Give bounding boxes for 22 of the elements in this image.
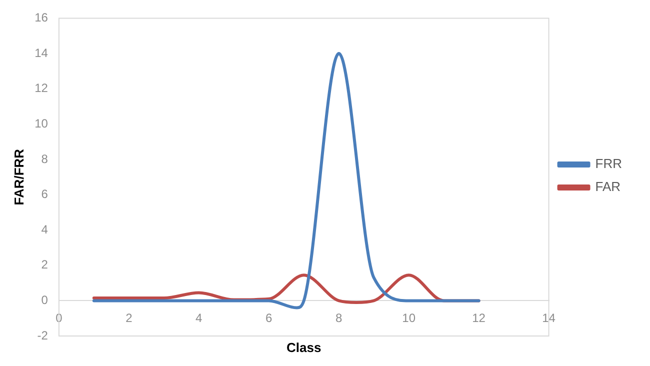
y-tick-label: 14: [34, 46, 48, 60]
x-tick-label: 6: [266, 311, 273, 326]
x-tick-label: 2: [126, 311, 133, 326]
x-tick-label: 12: [472, 311, 486, 326]
y-tick-label: -2: [37, 328, 48, 342]
y-tick-label: 8: [41, 152, 48, 166]
x-tick-label: 14: [542, 311, 556, 326]
x-tick-label: 4: [196, 311, 203, 326]
x-axis-title: Class: [286, 340, 322, 356]
legend-label: FAR: [595, 179, 621, 194]
y-tick-label: 6: [41, 187, 48, 202]
x-tick-label: 8: [336, 311, 343, 326]
y-tick-label: 10: [34, 116, 48, 130]
y-axis-title: FAR/FRR: [11, 148, 26, 206]
x-tick-label: 10: [402, 311, 416, 326]
y-tick-label: 4: [41, 222, 48, 236]
y-tick-label: 12: [34, 81, 48, 96]
legend-label: FRR: [595, 156, 622, 172]
y-tick-label: 2: [41, 258, 48, 272]
y-tick-label: 0: [41, 293, 48, 307]
y-tick-label: 16: [34, 10, 48, 25]
line-series: [92, 52, 480, 310]
